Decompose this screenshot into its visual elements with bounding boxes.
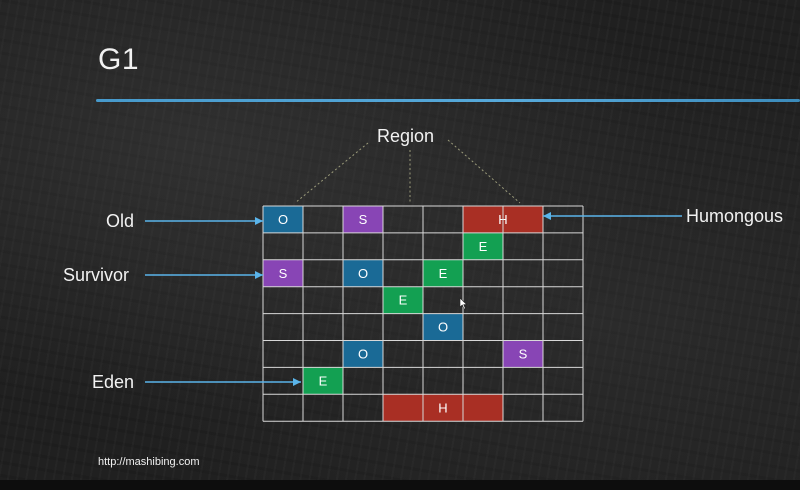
- region-pointer-lines: [294, 139, 521, 204]
- eden-region-letter: E: [479, 239, 488, 254]
- old-region-letter: O: [358, 346, 368, 361]
- survivor-region: S: [263, 259, 303, 287]
- survivor-region-fill: [503, 340, 543, 368]
- humongous-region-letter: H: [438, 400, 447, 415]
- survivor-arrow-head: [255, 271, 263, 279]
- eden-region-fill: [423, 259, 463, 287]
- old-region: O: [343, 259, 383, 287]
- region-pointer-line: [294, 142, 369, 204]
- old-region-fill: [343, 259, 383, 287]
- eden-region: E: [383, 286, 423, 314]
- old-region-fill: [263, 206, 303, 233]
- survivor-region-letter: S: [279, 266, 288, 281]
- eden-region: E: [303, 367, 343, 395]
- humongous-region-fill: [383, 394, 503, 422]
- survivor-region-letter: S: [359, 212, 368, 227]
- old-region-letter: O: [438, 320, 448, 335]
- humongous-region: H: [383, 394, 503, 422]
- website-url: http://mashibing.com: [98, 456, 200, 468]
- survivor-region-fill: [343, 206, 383, 233]
- old-region: O: [423, 313, 463, 341]
- old-region: O: [343, 340, 383, 368]
- eden-region: E: [423, 259, 463, 287]
- survivor-region-letter: S: [519, 346, 528, 361]
- eden-label: Eden: [92, 372, 135, 392]
- title-underline: [96, 99, 800, 102]
- old-region-fill: [423, 313, 463, 341]
- eden-region-letter: E: [319, 373, 328, 388]
- old-arrow-head: [255, 217, 263, 225]
- region-label: Region: [377, 126, 435, 146]
- bottom-bar: [0, 480, 800, 490]
- old-region-fill: [343, 340, 383, 368]
- mouse-cursor-icon: [459, 297, 468, 310]
- survivor-region: S: [343, 206, 383, 233]
- humongous-label: Humongous: [686, 206, 784, 226]
- region-pointer-line: [447, 139, 521, 204]
- slide-title: G1: [98, 43, 140, 76]
- heap-grid: [262, 205, 584, 422]
- eden-arrow-head: [293, 378, 301, 386]
- eden-region-letter: E: [399, 293, 408, 308]
- old-label: Old: [106, 211, 135, 231]
- eden-region: E: [463, 232, 503, 260]
- survivor-region: S: [503, 340, 543, 368]
- old-region-letter: O: [278, 212, 288, 227]
- survivor-region-fill: [263, 259, 303, 287]
- humongous-arrow-head: [543, 212, 551, 220]
- survivor-label: Survivor: [63, 265, 130, 285]
- eden-region-fill: [303, 367, 343, 395]
- legend-arrows: [145, 212, 682, 386]
- old-region: O: [263, 206, 303, 233]
- eden-region-letter: E: [439, 266, 448, 281]
- eden-region-fill: [463, 232, 503, 260]
- old-region-letter: O: [358, 266, 368, 281]
- eden-region-fill: [383, 286, 423, 314]
